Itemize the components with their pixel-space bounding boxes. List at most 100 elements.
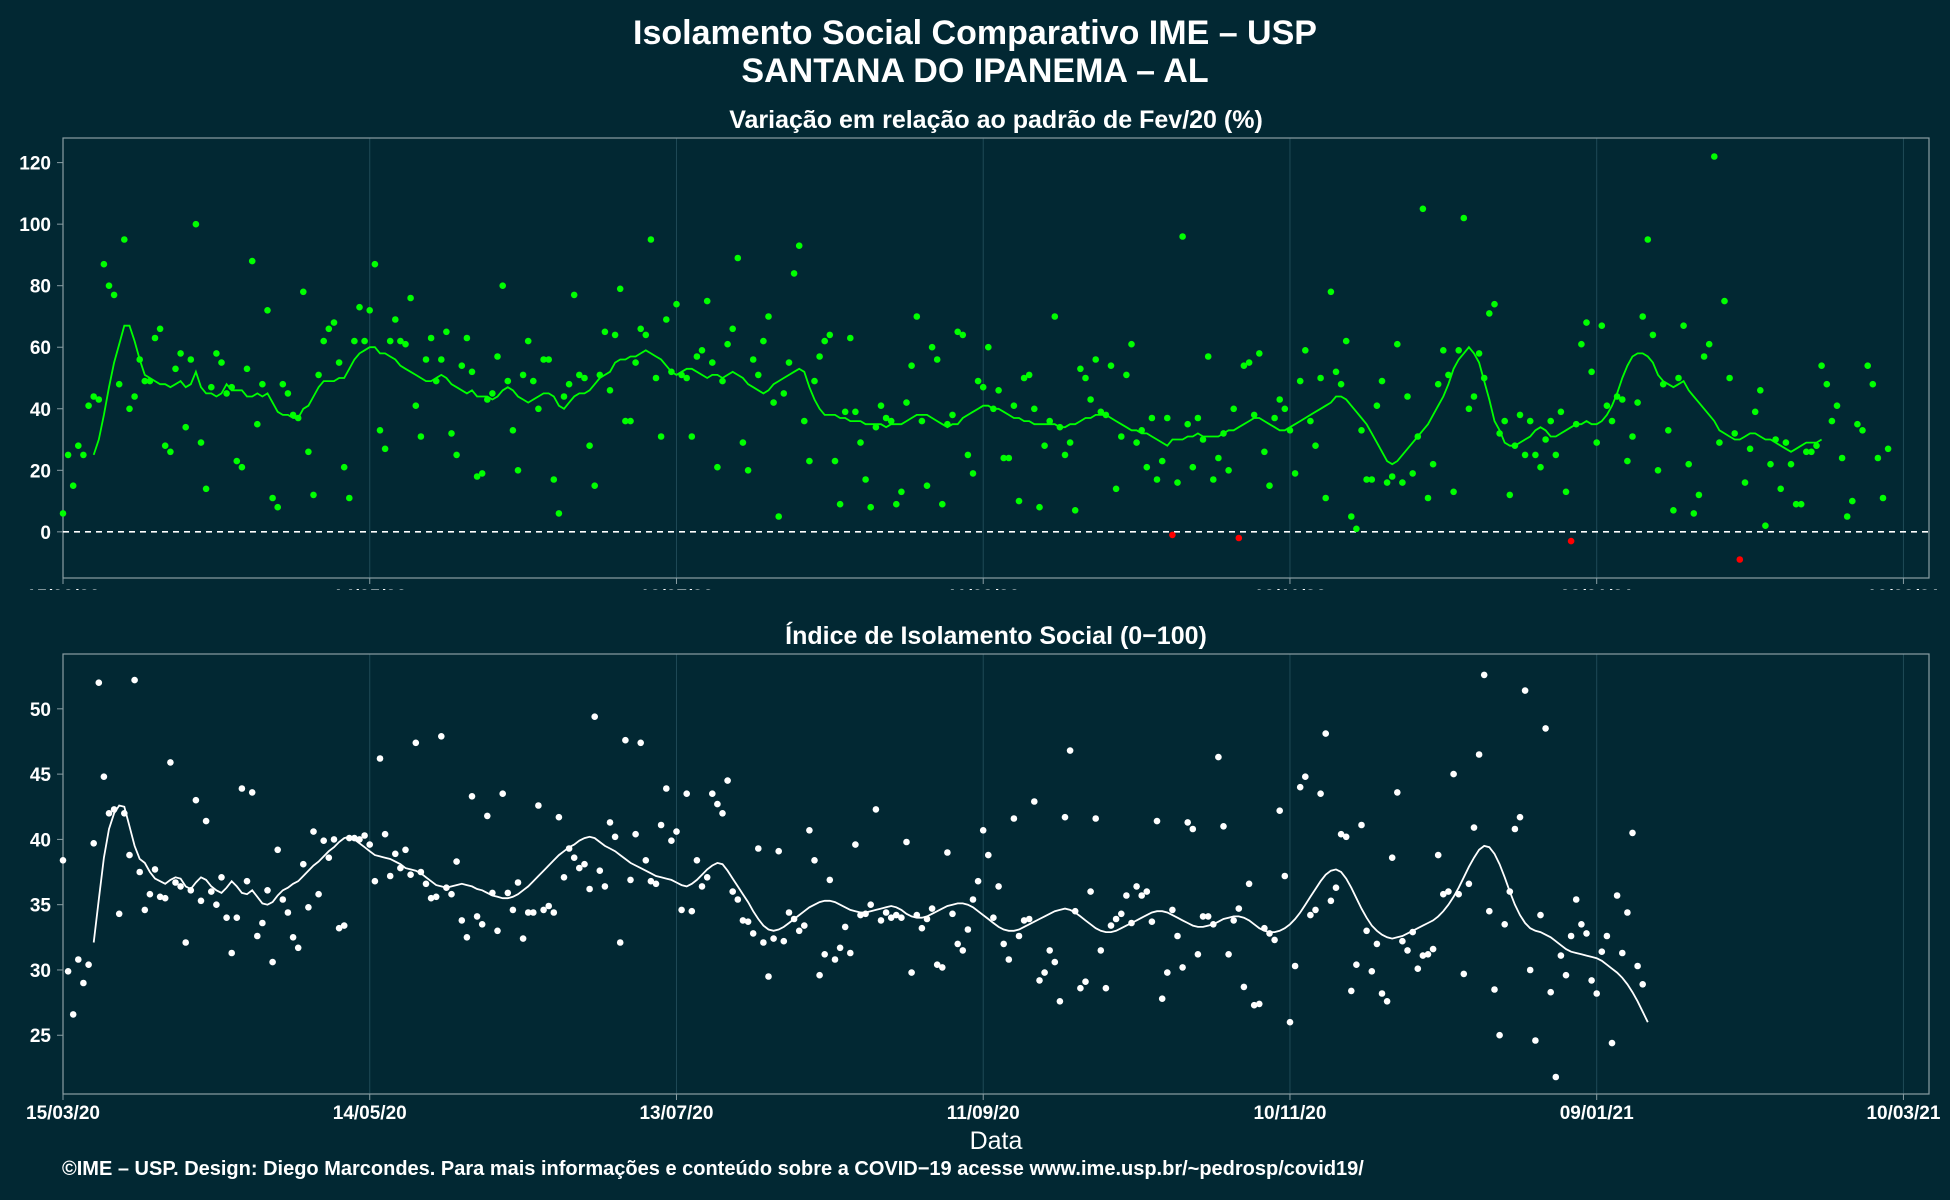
data-point — [1291, 470, 1299, 477]
data-point — [463, 934, 471, 941]
data-point — [361, 337, 368, 345]
data-point — [565, 380, 573, 388]
data-point — [1547, 988, 1554, 996]
data-point — [524, 337, 532, 345]
isolation-index-chart: Índice de Isolamento Social (0−100) 25 30 3… — [26, 621, 1941, 1155]
data-point — [1031, 798, 1038, 805]
data-point — [156, 893, 164, 901]
data-point — [852, 408, 859, 416]
data-point — [1455, 890, 1462, 898]
data-point — [550, 909, 558, 916]
data-point — [315, 371, 322, 379]
data-point — [1419, 952, 1427, 959]
data-point — [1639, 981, 1646, 988]
data-point — [1118, 910, 1125, 918]
data-point — [576, 864, 583, 872]
data-point — [1608, 417, 1616, 425]
data-point — [335, 359, 343, 366]
data-point — [300, 860, 307, 868]
data-point — [903, 399, 910, 406]
y-tick-label: 60 — [30, 338, 51, 359]
data-point — [397, 337, 404, 345]
data-point — [422, 880, 430, 888]
data-point — [1475, 350, 1483, 357]
data-point — [269, 494, 276, 502]
data-point — [90, 393, 97, 400]
data-point — [739, 439, 747, 446]
data-point — [1005, 956, 1013, 963]
data-point — [376, 755, 384, 762]
data-point — [760, 939, 767, 946]
data-point — [862, 910, 869, 918]
data-point — [780, 390, 788, 397]
data-point — [1470, 824, 1478, 831]
data-point — [1261, 448, 1268, 456]
data-point — [1061, 451, 1069, 459]
data-point — [1629, 829, 1636, 837]
data-point — [69, 1011, 77, 1018]
data-point — [524, 909, 532, 916]
data-point — [1404, 393, 1411, 400]
data-point — [657, 433, 665, 440]
data-point — [755, 845, 762, 852]
data-point — [611, 331, 619, 339]
figure-title: Isolamento Social Comparativo IME – USP — [633, 14, 1317, 52]
data-point — [1107, 922, 1115, 929]
data-point — [1562, 488, 1570, 496]
data-point — [714, 800, 721, 808]
data-point — [678, 906, 685, 914]
data-point — [386, 872, 394, 880]
data-point — [1383, 998, 1391, 1005]
figure-subtitle: SANTANA DO IPANEMA – AL — [741, 52, 1209, 90]
data-point — [1225, 467, 1232, 474]
data-point — [453, 451, 460, 459]
data-point — [841, 923, 849, 931]
data-point — [627, 417, 634, 425]
data-point — [100, 773, 108, 780]
data-point — [1532, 451, 1539, 459]
data-point — [785, 359, 793, 366]
data-point — [1705, 340, 1713, 348]
data-point — [683, 790, 690, 797]
data-point — [1797, 500, 1805, 508]
data-point — [351, 337, 358, 345]
data-point — [197, 439, 205, 446]
data-point — [95, 679, 103, 686]
data-point — [248, 789, 256, 796]
data-point — [1634, 399, 1641, 406]
data-point — [223, 914, 230, 921]
data-point — [381, 445, 389, 453]
data-point — [1005, 454, 1013, 462]
data-point — [990, 405, 997, 413]
data-point — [1388, 473, 1396, 480]
data-point — [320, 837, 328, 844]
data-point — [269, 958, 276, 966]
data-point — [1240, 362, 1248, 370]
data-point — [310, 491, 317, 499]
data-point — [1629, 433, 1636, 440]
x-tick-label: 13/07/20 — [639, 1103, 713, 1124]
data-point — [1010, 402, 1018, 410]
data-point — [448, 430, 455, 437]
data-point — [202, 817, 210, 825]
data-point — [1071, 907, 1079, 915]
data-point — [765, 313, 772, 320]
data-point — [161, 442, 169, 450]
data-point — [622, 736, 629, 744]
data-point — [432, 893, 440, 901]
data-point — [1291, 962, 1299, 970]
data-point — [1690, 510, 1698, 517]
data-point — [836, 944, 844, 952]
data-point — [1879, 494, 1887, 502]
data-point — [1491, 300, 1498, 308]
data-point — [392, 850, 399, 858]
data-point — [371, 877, 379, 885]
data-point — [1312, 906, 1319, 914]
data-point — [591, 482, 598, 490]
data-point — [1450, 770, 1457, 778]
data-point — [458, 917, 466, 924]
data-point — [366, 841, 374, 848]
data-point — [499, 282, 507, 290]
data-point — [509, 906, 517, 914]
data-point — [535, 405, 542, 413]
